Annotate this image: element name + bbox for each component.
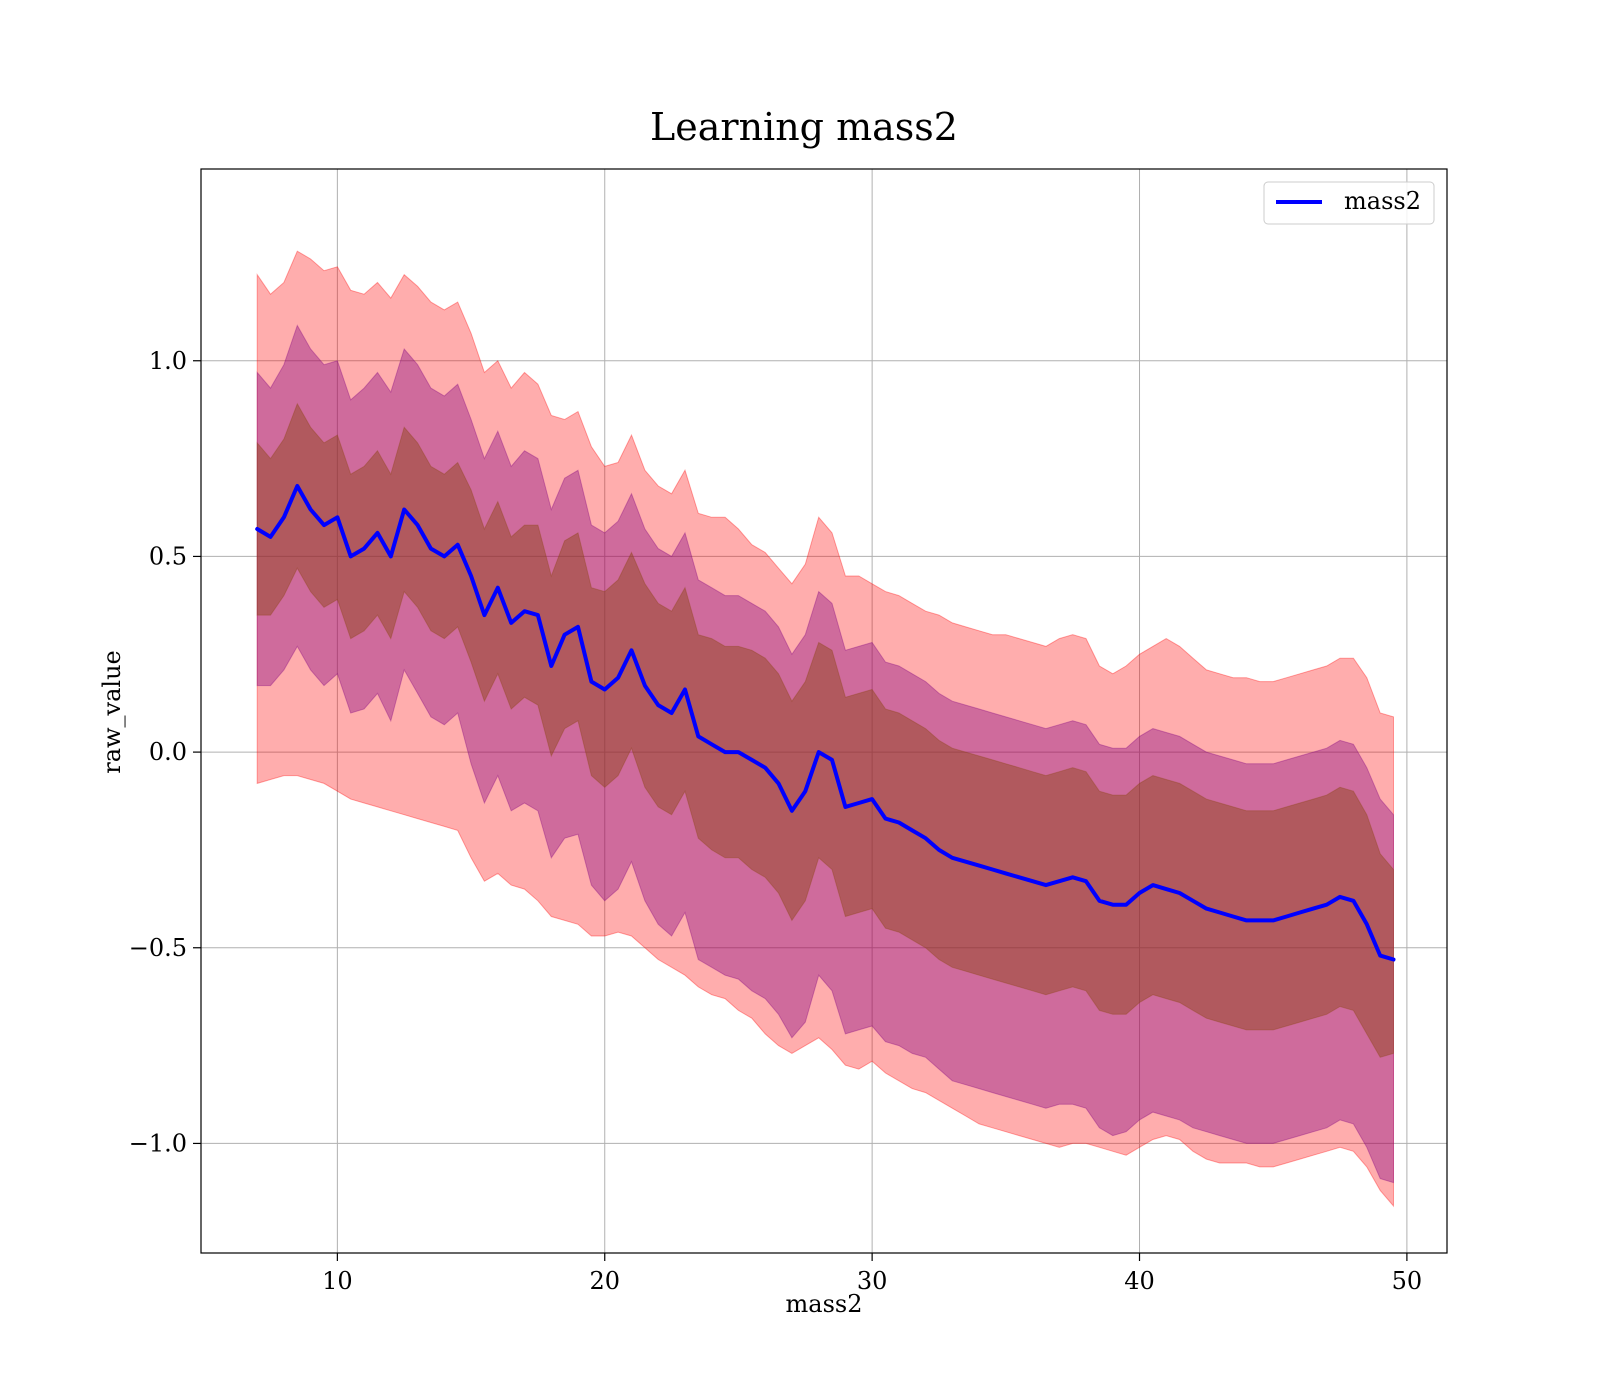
legend-label-mass2: mass2 xyxy=(1344,187,1421,215)
x-tick-label-0: 10 xyxy=(322,1267,353,1295)
x-tick-label-1: 20 xyxy=(589,1267,620,1295)
legend-frame xyxy=(1263,181,1435,225)
y-tick-label-0: −1.0 xyxy=(129,1129,187,1157)
y-tick-label-1: −0.5 xyxy=(129,934,187,962)
y-tick-label-3: 0.5 xyxy=(149,542,187,570)
x-axis-label: mass2 xyxy=(786,1290,863,1318)
axes: 10 20 30 40 50 −1.0 −0.5 0.0 0.5 1.0 xyxy=(129,168,1448,1295)
chart-title: Learning mass2 xyxy=(650,105,958,149)
series-line-mass2 xyxy=(255,484,1396,962)
legend: mass2 xyxy=(1263,181,1435,225)
y-axis-label: raw_value xyxy=(98,650,126,774)
x-tick-label-4: 50 xyxy=(1392,1267,1423,1295)
band-band_outer xyxy=(256,250,1394,1208)
plot-frame xyxy=(200,168,1448,1254)
series-lines xyxy=(255,484,1396,962)
band-band_inner xyxy=(256,402,1394,1058)
x-tick-label-2: 30 xyxy=(857,1267,888,1295)
y-tick-label-4: 1.0 xyxy=(149,347,187,375)
grid-lines xyxy=(201,169,1447,1253)
x-tick-label-3: 40 xyxy=(1124,1267,1155,1295)
y-tick-label-2: 0.0 xyxy=(149,738,187,766)
